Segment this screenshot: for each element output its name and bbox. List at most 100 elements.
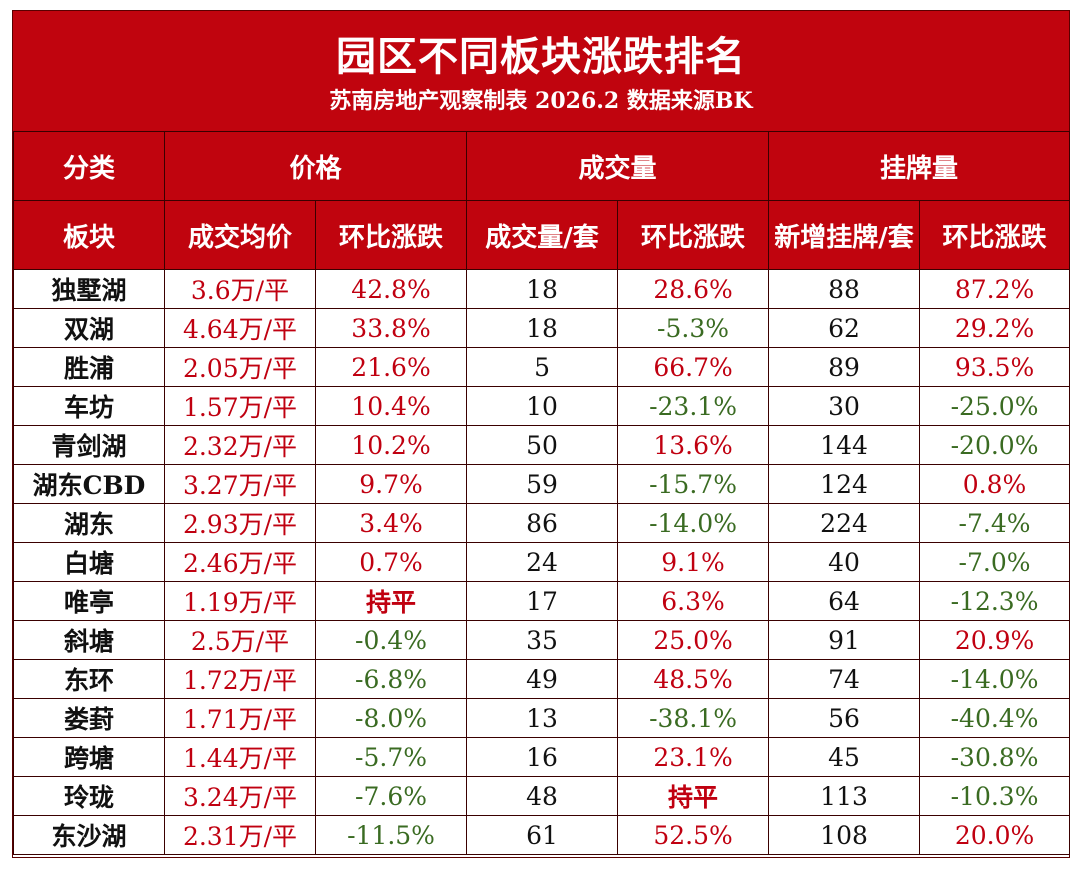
cell-volume: 49 xyxy=(466,659,619,699)
cell-new-listings: 144 xyxy=(768,425,921,465)
header-column-row: 板块 成交均价 环比涨跌 成交量/套 环比涨跌 新增挂牌/套 环比涨跌 xyxy=(13,200,1071,270)
header-group-row: 分类 价格 成交量 挂牌量 xyxy=(13,131,1071,201)
cell-price-change: 9.7% xyxy=(314,464,468,504)
header-listing: 挂牌量 xyxy=(768,131,1071,201)
cell-price-change: 0.7% xyxy=(314,542,468,582)
cell-volume: 13 xyxy=(466,698,619,738)
cell-price-change: 21.6% xyxy=(314,347,468,387)
cell-price-change: 42.8% xyxy=(314,269,468,309)
table-row: 白塘 2.46万/平 0.7% 24 9.1% 40 -7.0% xyxy=(13,542,1071,582)
cell-listing-change: 0.8% xyxy=(919,464,1071,504)
cell-avg-price: 2.46万/平 xyxy=(164,542,316,582)
cell-listing-change: 20.0% xyxy=(919,815,1071,855)
header-price: 价格 xyxy=(163,131,468,201)
cell-avg-price: 2.05万/平 xyxy=(164,347,316,387)
cell-volume-change: 9.1% xyxy=(617,542,770,582)
cell-volume-change: 持平 xyxy=(617,776,770,816)
cell-new-listings: 91 xyxy=(768,620,921,660)
cell-volume: 48 xyxy=(466,776,619,816)
cell-price-change: -5.7% xyxy=(314,737,468,777)
cell-volume-change: -5.3% xyxy=(617,308,770,348)
cell-volume: 35 xyxy=(466,620,619,660)
title-banner: 园区不同板块涨跌排名 苏南房地产观察制表 2026.2 数据来源BK xyxy=(13,11,1069,131)
cell-price-change: -6.8% xyxy=(314,659,468,699)
cell-volume: 61 xyxy=(466,815,619,855)
cell-price-change: 10.2% xyxy=(314,425,468,465)
cell-price-change: -7.6% xyxy=(314,776,468,816)
cell-listing-change: 93.5% xyxy=(919,347,1071,387)
cell-volume-change: -38.1% xyxy=(617,698,770,738)
column-header-price-change: 环比涨跌 xyxy=(314,200,468,270)
cell-price-change: 10.4% xyxy=(314,386,468,426)
cell-block: 车坊 xyxy=(13,386,165,426)
cell-new-listings: 89 xyxy=(768,347,921,387)
cell-volume-change: -23.1% xyxy=(617,386,770,426)
header-category: 分类 xyxy=(13,131,165,201)
cell-volume: 24 xyxy=(466,542,619,582)
cell-avg-price: 3.27万/平 xyxy=(164,464,316,504)
ranking-table-card: 园区不同板块涨跌排名 苏南房地产观察制表 2026.2 数据来源BK 分类 价格… xyxy=(12,10,1071,858)
cell-volume: 16 xyxy=(466,737,619,777)
cell-block: 双湖 xyxy=(13,308,165,348)
table-row: 独墅湖 3.6万/平 42.8% 18 28.6% 88 87.2% xyxy=(13,269,1071,309)
column-header-listing-change: 环比涨跌 xyxy=(919,200,1071,270)
cell-avg-price: 2.32万/平 xyxy=(164,425,316,465)
cell-volume: 59 xyxy=(466,464,619,504)
cell-volume: 5 xyxy=(466,347,619,387)
cell-block: 独墅湖 xyxy=(13,269,165,309)
column-header-volume: 成交量/套 xyxy=(466,200,619,270)
cell-block: 娄葑 xyxy=(13,698,165,738)
cell-price-change: 3.4% xyxy=(314,503,468,543)
cell-new-listings: 45 xyxy=(768,737,921,777)
cell-volume: 18 xyxy=(466,308,619,348)
cell-price-change: -8.0% xyxy=(314,698,468,738)
column-header-block: 板块 xyxy=(13,200,165,270)
cell-block: 斜塘 xyxy=(13,620,165,660)
cell-listing-change: 20.9% xyxy=(919,620,1071,660)
cell-listing-change: 29.2% xyxy=(919,308,1071,348)
table-row: 双湖 4.64万/平 33.8% 18 -5.3% 62 29.2% xyxy=(13,308,1071,348)
cell-avg-price: 1.19万/平 xyxy=(164,581,316,621)
cell-block: 青剑湖 xyxy=(13,425,165,465)
cell-new-listings: 30 xyxy=(768,386,921,426)
cell-avg-price: 4.64万/平 xyxy=(164,308,316,348)
table-row: 青剑湖 2.32万/平 10.2% 50 13.6% 144 -20.0% xyxy=(13,425,1071,465)
cell-volume: 10 xyxy=(466,386,619,426)
cell-avg-price: 3.6万/平 xyxy=(164,269,316,309)
cell-listing-change: -12.3% xyxy=(919,581,1071,621)
cell-volume-change: 48.5% xyxy=(617,659,770,699)
cell-price-change: -11.5% xyxy=(314,815,468,855)
table-row: 唯亭 1.19万/平 持平 17 6.3% 64 -12.3% xyxy=(13,581,1071,621)
cell-avg-price: 1.72万/平 xyxy=(164,659,316,699)
table-row: 跨塘 1.44万/平 -5.7% 16 23.1% 45 -30.8% xyxy=(13,737,1071,777)
cell-listing-change: -25.0% xyxy=(919,386,1071,426)
cell-listing-change: -40.4% xyxy=(919,698,1071,738)
ranking-table: 分类 价格 成交量 挂牌量 板块 成交均价 环比涨跌 成交量/套 环比涨跌 新增… xyxy=(13,131,1071,855)
table-row: 胜浦 2.05万/平 21.6% 5 66.7% 89 93.5% xyxy=(13,347,1071,387)
cell-new-listings: 74 xyxy=(768,659,921,699)
table-row: 斜塘 2.5万/平 -0.4% 35 25.0% 91 20.9% xyxy=(13,620,1071,660)
page-title: 园区不同板块涨跌排名 xyxy=(336,33,746,80)
cell-avg-price: 3.24万/平 xyxy=(164,776,316,816)
cell-new-listings: 108 xyxy=(768,815,921,855)
cell-block: 东环 xyxy=(13,659,165,699)
cell-new-listings: 124 xyxy=(768,464,921,504)
cell-volume-change: 52.5% xyxy=(617,815,770,855)
header-volume: 成交量 xyxy=(466,131,770,201)
cell-avg-price: 1.57万/平 xyxy=(164,386,316,426)
column-header-volume-change: 环比涨跌 xyxy=(617,200,770,270)
cell-block: 唯亭 xyxy=(13,581,165,621)
cell-new-listings: 64 xyxy=(768,581,921,621)
page-subtitle: 苏南房地产观察制表 2026.2 数据来源BK xyxy=(329,88,753,114)
cell-block: 湖东 xyxy=(13,503,165,543)
cell-price-change: 33.8% xyxy=(314,308,468,348)
cell-new-listings: 40 xyxy=(768,542,921,582)
cell-new-listings: 62 xyxy=(768,308,921,348)
cell-listing-change: -30.8% xyxy=(919,737,1071,777)
cell-block: 胜浦 xyxy=(13,347,165,387)
cell-block: 玲珑 xyxy=(13,776,165,816)
cell-avg-price: 2.31万/平 xyxy=(164,815,316,855)
cell-volume-change: 25.0% xyxy=(617,620,770,660)
cell-new-listings: 88 xyxy=(768,269,921,309)
cell-listing-change: -7.0% xyxy=(919,542,1071,582)
